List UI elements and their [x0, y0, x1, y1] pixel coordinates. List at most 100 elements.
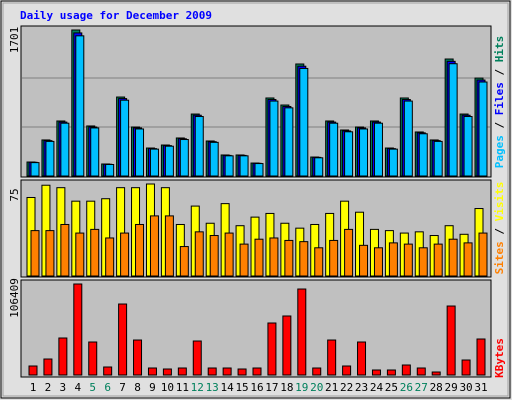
bar [135, 223, 145, 277]
bar [179, 246, 189, 277]
bar [416, 367, 426, 376]
bar [120, 232, 130, 277]
bar [43, 358, 53, 376]
bar [327, 339, 337, 376]
bar [431, 371, 441, 376]
x-tick-label: 14 [221, 381, 235, 394]
bar [344, 228, 354, 277]
bar [75, 232, 85, 277]
x-tick-label: 17 [265, 381, 278, 394]
bar [73, 283, 83, 376]
bar [476, 338, 486, 376]
bar [463, 242, 473, 277]
x-tick-label: 1 [30, 381, 37, 394]
x-tick-label: 12 [191, 381, 204, 394]
bar [237, 368, 247, 376]
x-tick-label: 20 [310, 381, 323, 394]
bar [299, 241, 309, 277]
bar [118, 303, 128, 376]
bar [314, 247, 324, 277]
legend: Sites / Visits [493, 182, 506, 275]
legend: KBytes [493, 338, 506, 378]
y-tick-label: 75 [8, 188, 21, 201]
bar [359, 244, 369, 277]
x-tick-label: 31 [474, 381, 487, 394]
x-tick-label: 5 [89, 381, 96, 394]
bar [446, 305, 456, 376]
bar [314, 157, 324, 177]
x-tick-label: 2 [45, 381, 52, 394]
bar [28, 365, 38, 376]
x-tick-label: 22 [340, 381, 353, 394]
bar [252, 367, 262, 376]
bar [448, 238, 458, 277]
x-tick-label: 19 [295, 381, 308, 394]
legend-entry: KBytes [493, 338, 506, 378]
bar [329, 239, 339, 277]
bar [120, 99, 130, 177]
bar [222, 367, 232, 376]
bar [344, 131, 354, 177]
bar [403, 243, 413, 277]
bar [30, 230, 40, 277]
bar [433, 243, 443, 277]
panel [20, 279, 492, 378]
x-tick-label: 21 [325, 381, 338, 394]
y-tick-label: 106409 [8, 278, 21, 318]
bar [284, 239, 294, 277]
bar [463, 116, 473, 177]
bar [478, 81, 488, 177]
bar [179, 139, 189, 177]
y-tick-label: 1701 [8, 27, 21, 54]
bar [90, 127, 100, 177]
bar [239, 155, 249, 177]
bar [58, 337, 68, 376]
bar [386, 369, 396, 376]
x-tick-label: 11 [176, 381, 189, 394]
bar [164, 145, 174, 177]
bar [373, 122, 383, 177]
legend-separator: / [493, 221, 506, 241]
legend: Pages / Files / Hits [493, 36, 506, 169]
x-tick-label: 9 [149, 381, 156, 394]
x-tick-label: 3 [60, 381, 67, 394]
bar [162, 368, 172, 376]
x-tick-label: 6 [104, 381, 111, 394]
bar [90, 228, 100, 277]
bar [267, 322, 277, 376]
bar [401, 364, 411, 376]
x-tick-label: 16 [250, 381, 263, 394]
chart-title: Daily usage for December 2009 [20, 9, 212, 22]
bar [448, 63, 458, 177]
bar [177, 367, 187, 376]
bar [371, 369, 381, 376]
x-tick-label: 26 [400, 381, 413, 394]
x-tick-label: 10 [161, 381, 174, 394]
legend-entry: Sites [493, 241, 506, 274]
bar [103, 366, 113, 376]
bar [224, 155, 234, 177]
bar [207, 367, 217, 376]
x-tick-label: 7 [119, 381, 126, 394]
bar [135, 128, 145, 177]
x-tick-label: 15 [235, 381, 248, 394]
legend-separator: / [493, 115, 506, 135]
bar [147, 367, 157, 376]
bar [149, 215, 159, 277]
bar [478, 232, 488, 277]
x-tick-label: 30 [459, 381, 472, 394]
legend-entry: Hits [493, 36, 506, 63]
bar [88, 341, 98, 376]
bar [312, 367, 322, 376]
bar [329, 122, 339, 177]
x-tick-label: 4 [74, 381, 81, 394]
bar [357, 341, 367, 376]
bar [269, 237, 279, 277]
bar [418, 133, 428, 177]
legend-entry: Visits [493, 182, 506, 222]
legend-entry: Files [493, 82, 506, 115]
bar [418, 247, 428, 277]
bar [282, 315, 292, 376]
